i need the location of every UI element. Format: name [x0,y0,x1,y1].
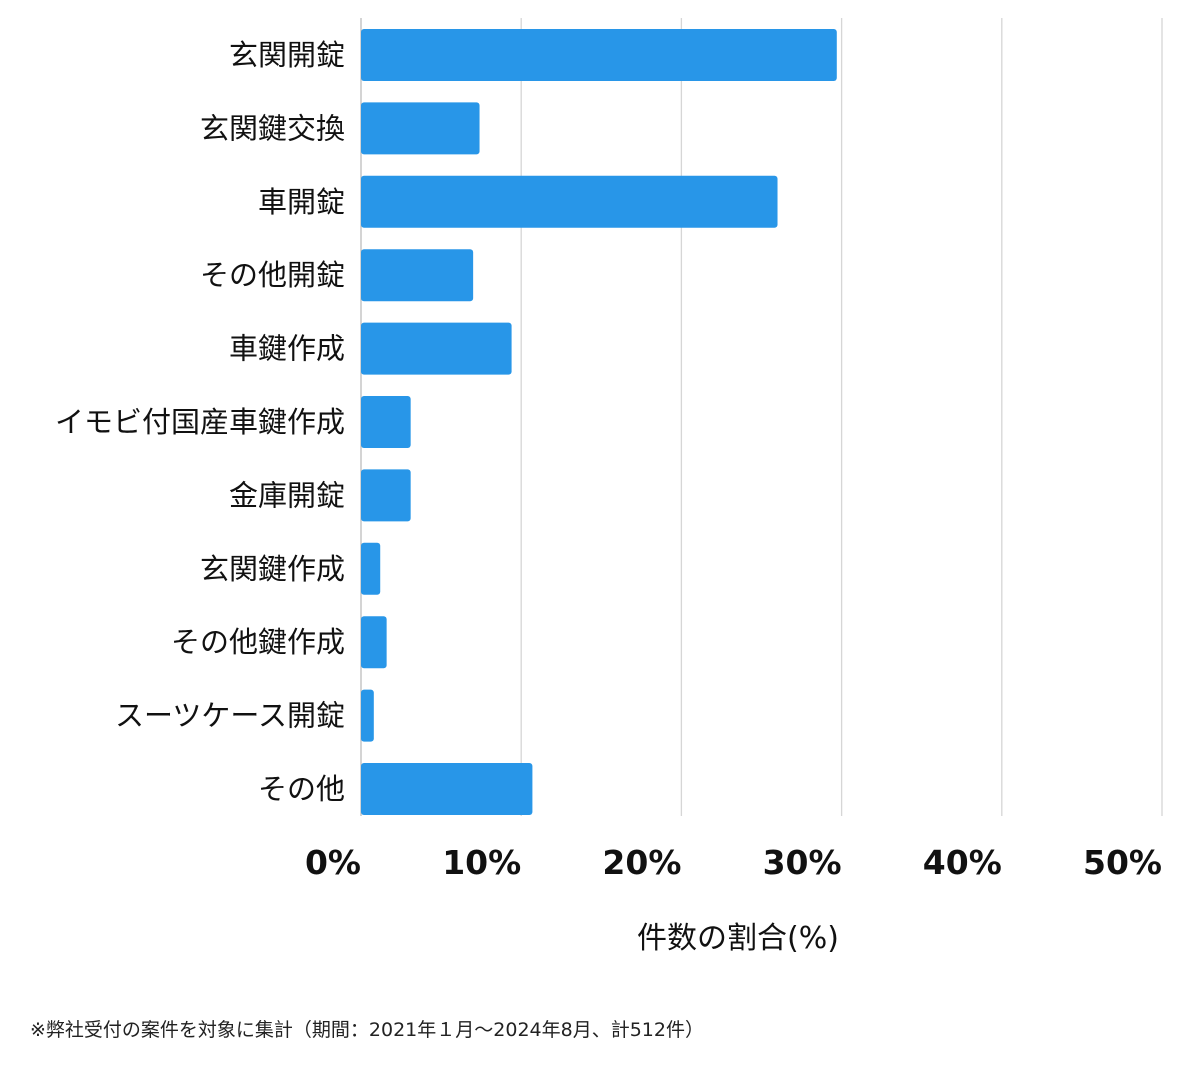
category-label-5: イモビ付国産車鍵作成 [55,405,345,439]
x-tick-label-50: 50% [1083,843,1162,882]
x-tick-labels: 0% 10% 20% 30% 40% 50% [305,843,1162,882]
category-label-4: 車鍵作成 [229,332,345,366]
category-label-10: その他 [258,772,345,806]
bars [361,29,837,815]
bar-1 [361,102,480,155]
x-tick-label-0: 0% [305,843,361,882]
bar-4 [361,322,512,375]
bar-9 [361,689,374,742]
category-label-3: その他開錠 [200,258,345,292]
category-label-9: スーツケース開錠 [115,699,345,733]
bar-5 [361,396,411,448]
bar-3 [361,249,474,302]
x-tick-label-40: 40% [923,843,1002,882]
x-axis-title: 件数の割合(%) [637,921,839,956]
bar-8 [361,616,387,669]
bar-10 [361,763,533,815]
x-tick-label-20: 20% [602,843,681,882]
grid-lines [360,18,1163,816]
category-labels: 玄関開錠玄関鍵交換車開錠その他開錠車鍵作成イモビ付国産車鍵作成金庫開錠玄関鍵作成… [55,38,345,806]
category-label-8: その他鍵作成 [171,625,345,659]
footnote: ※弊社受付の案件を対象に集計（期間：2021年１月〜2024年8月、計512件） [30,1019,704,1041]
x-tick-label-10: 10% [442,843,521,882]
bar-7 [361,542,381,595]
category-label-0: 玄関開錠 [229,38,345,72]
category-label-6: 金庫開錠 [229,478,345,512]
bar-6 [361,469,411,522]
bar-0 [361,29,837,81]
bar-chart: 玄関開錠玄関鍵交換車開錠その他開錠車鍵作成イモビ付国産車鍵作成金庫開錠玄関鍵作成… [55,18,1163,956]
x-tick-label-30: 30% [763,843,842,882]
category-label-7: 玄関鍵作成 [200,552,345,586]
category-label-2: 車開錠 [258,185,345,219]
bar-2 [361,175,778,228]
category-label-1: 玄関鍵交換 [200,111,345,145]
